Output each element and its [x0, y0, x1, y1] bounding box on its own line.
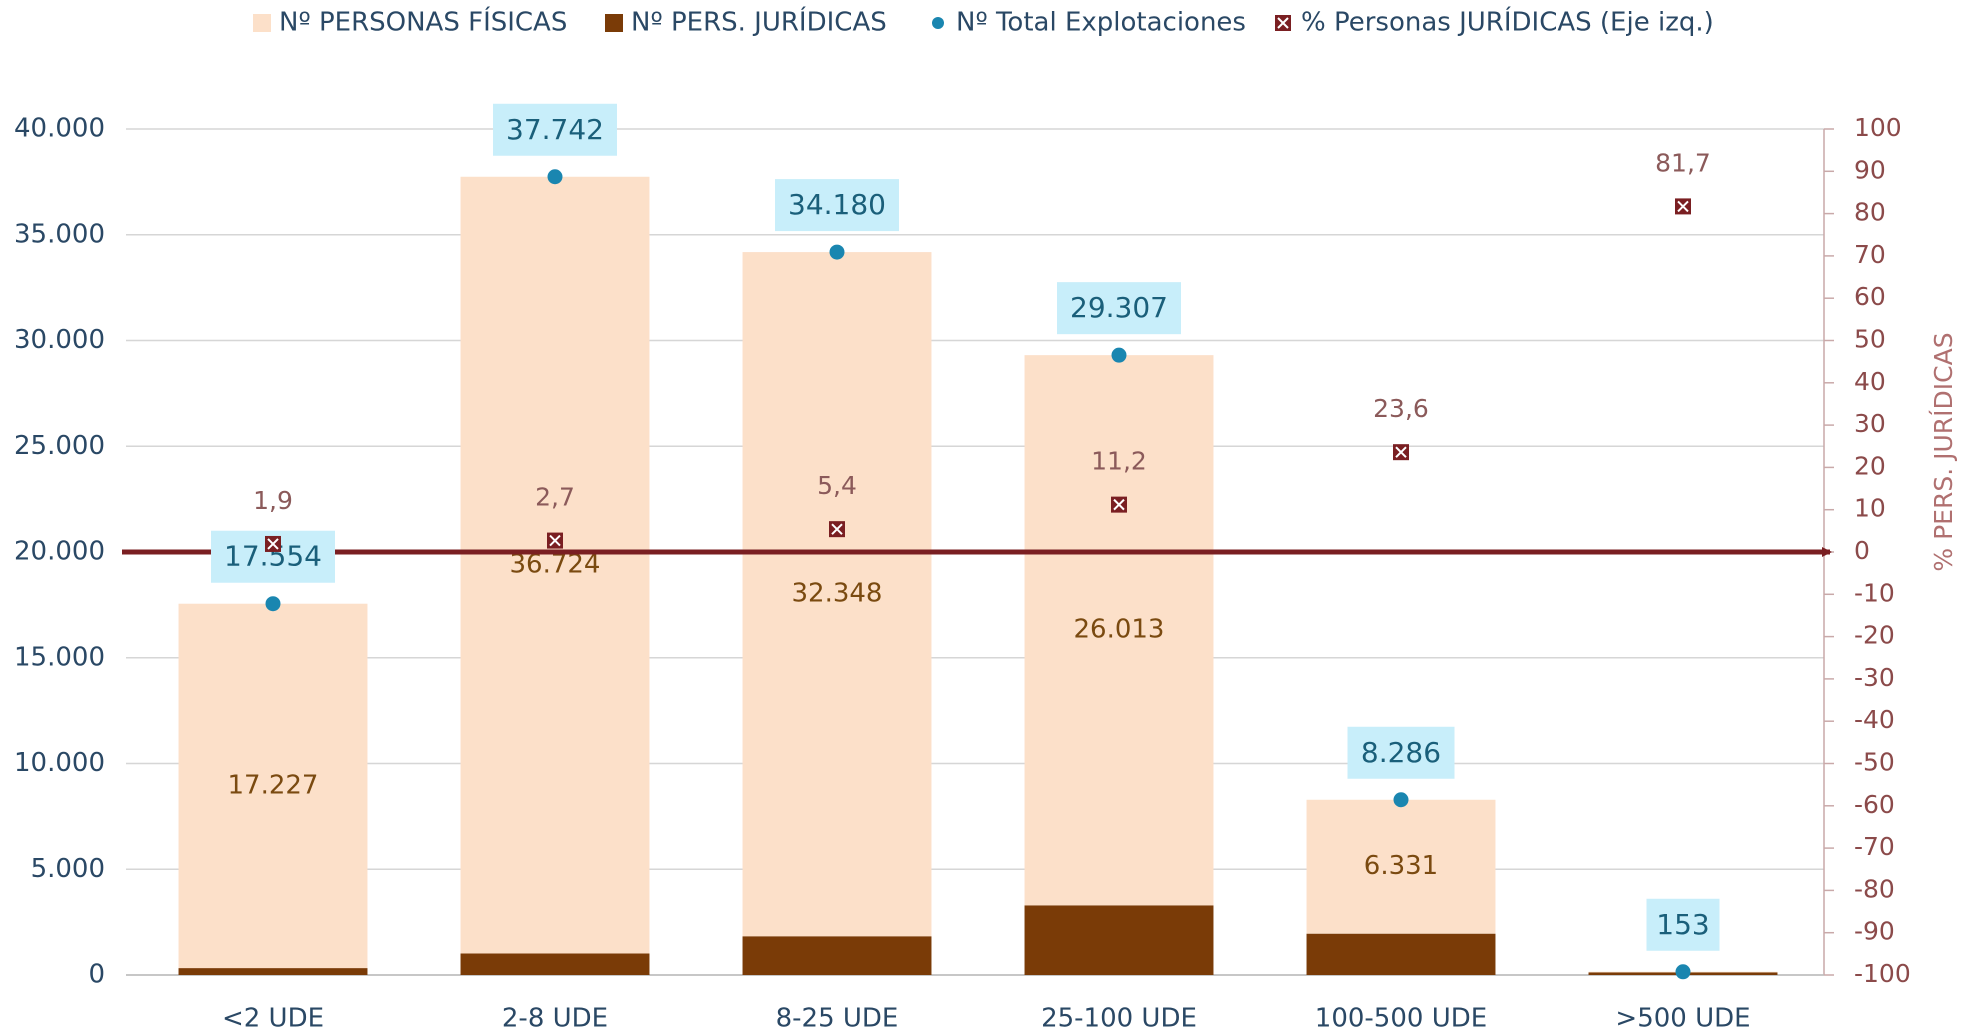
pct-value-label: 1,9 — [253, 486, 293, 515]
total-dot — [265, 596, 281, 612]
y2-tick-label: 70 — [1854, 240, 1886, 269]
bar-segment — [1024, 355, 1214, 906]
y-tick-label: 40.000 — [14, 114, 105, 144]
bar-segment — [1306, 799, 1496, 934]
pct-marker-cross — [1677, 200, 1689, 213]
total-label-bg — [775, 179, 899, 232]
x-tick-label: <2 UDE — [222, 1004, 324, 1033]
total-dot — [547, 169, 563, 185]
y2-tick-label: -30 — [1854, 663, 1895, 692]
y-tick-label: 15.000 — [14, 642, 105, 672]
total-value-label: 153 — [1656, 908, 1709, 941]
y2-tick-label: -70 — [1854, 832, 1895, 861]
bar-value-label: 32.348 — [792, 579, 883, 609]
total-value-label: 34.180 — [788, 188, 886, 221]
bar-segment — [460, 953, 650, 975]
pct-marker-cross — [549, 534, 561, 547]
y2-tick-label: 10 — [1854, 494, 1886, 523]
y2-tick-label: -90 — [1854, 917, 1895, 946]
pct-value-label: 2,7 — [535, 483, 575, 512]
total-dot — [1675, 964, 1691, 980]
pct-marker — [1675, 198, 1691, 215]
total-dot — [1393, 792, 1409, 808]
pct-marker-cross — [267, 538, 279, 550]
pct-marker — [547, 532, 563, 549]
bar-value-label: 36.724 — [510, 550, 601, 580]
bar-segment — [178, 968, 368, 975]
total-value-label: 37.742 — [506, 113, 604, 146]
y2-tick-label: -100 — [1854, 959, 1911, 988]
bar-value-label: 17.227 — [228, 770, 319, 800]
legend-label: % Personas JURÍDICAS (Eje izq.) — [1301, 6, 1714, 38]
pct-marker — [265, 535, 281, 552]
pct-value-label: 81,7 — [1655, 148, 1711, 177]
x-tick-label: >500 UDE — [1615, 1004, 1750, 1033]
pct-marker-cross — [831, 523, 843, 535]
y2-tick-label: 20 — [1854, 451, 1886, 480]
total-label-bg — [493, 103, 617, 156]
pct-value-label: 23,6 — [1373, 394, 1429, 423]
x-tick-label: 2-8 UDE — [502, 1004, 608, 1033]
y2-tick-label: 0 — [1854, 536, 1870, 565]
total-label-bg — [1057, 282, 1181, 335]
y2-tick-label: -80 — [1854, 874, 1895, 903]
legend-label: Nº PERSONAS FÍSICAS — [279, 6, 567, 38]
y2-tick-label: 30 — [1854, 409, 1886, 438]
bar-value-label: 6.331 — [1364, 851, 1438, 881]
y-tick-label: 35.000 — [14, 219, 105, 249]
bar-value-label: 26.013 — [1074, 615, 1165, 645]
y-tick-label: 0 — [88, 960, 105, 990]
pct-value-label: 11,2 — [1091, 447, 1147, 476]
y2-tick-label: 60 — [1854, 282, 1886, 311]
y2-tick-label: 100 — [1854, 113, 1902, 142]
y2-axis-title: % PERS. JURÍDICAS — [1929, 332, 1958, 571]
y2-tick-label: -10 — [1854, 578, 1895, 607]
total-value-label: 29.307 — [1070, 291, 1168, 324]
y2-tick-label: -20 — [1854, 621, 1895, 650]
y-tick-label: 30.000 — [14, 325, 105, 355]
legend-swatch-cross — [1277, 17, 1289, 29]
legend-swatch — [253, 14, 271, 32]
y2-tick-label: -40 — [1854, 705, 1895, 734]
pct-marker-cross — [1113, 498, 1125, 511]
pct-marker — [1111, 496, 1127, 513]
pct-value-label: 5,4 — [817, 471, 857, 500]
y-tick-label: 25.000 — [14, 431, 105, 461]
bar-segment — [742, 252, 932, 937]
bar-segment — [1306, 933, 1496, 975]
y2-tick-label: 50 — [1854, 325, 1886, 354]
total-label-bg — [1347, 726, 1455, 779]
x-tick-label: 25-100 UDE — [1041, 1004, 1197, 1033]
y2-tick-label: -50 — [1854, 748, 1895, 777]
bar-segment — [742, 936, 932, 975]
total-value-label: 8.286 — [1361, 736, 1441, 769]
pct-marker — [829, 521, 845, 538]
y2-tick-label: -60 — [1854, 790, 1895, 819]
legend-label: Nº PERS. JURÍDICAS — [631, 6, 887, 38]
total-label-bg — [1646, 898, 1720, 951]
y-tick-label: 10.000 — [14, 748, 105, 778]
total-dot — [829, 244, 845, 260]
y-tick-label: 5.000 — [31, 854, 105, 884]
pct-marker — [1393, 444, 1409, 461]
bar-segment — [460, 176, 650, 954]
x-tick-label: 100-500 UDE — [1315, 1004, 1487, 1033]
pct-marker-cross — [1395, 446, 1407, 458]
legend-swatch — [605, 14, 623, 32]
y2-tick-label: 80 — [1854, 198, 1886, 227]
x-tick-label: 8-25 UDE — [776, 1004, 899, 1033]
total-dot — [1111, 347, 1127, 363]
y2-tick-label: 40 — [1854, 367, 1886, 396]
y-tick-label: 20.000 — [14, 537, 105, 567]
legend-swatch — [932, 17, 944, 29]
y2-tick-label: 90 — [1854, 155, 1886, 184]
legend-label: Nº Total Explotaciones — [956, 8, 1246, 38]
bar-segment — [178, 603, 368, 969]
bar-segment — [1024, 905, 1214, 975]
